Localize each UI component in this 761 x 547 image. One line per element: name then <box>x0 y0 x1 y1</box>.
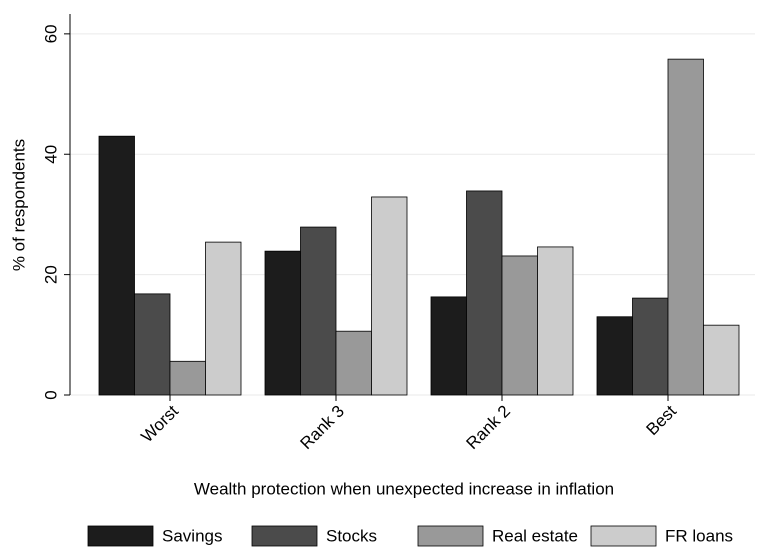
y-tick-label: 60 <box>41 24 60 43</box>
y-tick-label: 40 <box>41 145 60 164</box>
bar <box>134 293 171 396</box>
x-tick-label: Rank 3 <box>296 402 348 454</box>
legend-swatch <box>417 525 484 547</box>
legend-label: Savings <box>162 526 222 545</box>
legend-swatch <box>590 525 657 547</box>
x-tick-label: Best <box>643 401 681 439</box>
legend-label: Real estate <box>492 526 578 545</box>
bar <box>667 58 704 396</box>
y-tick-label: 20 <box>41 265 60 284</box>
bar <box>371 196 408 396</box>
bar <box>596 316 633 396</box>
bar <box>537 246 574 396</box>
bar <box>703 324 740 396</box>
bar <box>430 296 467 396</box>
x-tick-label: Rank 2 <box>462 402 514 454</box>
legend-label: Stocks <box>326 526 377 545</box>
bar <box>466 190 503 396</box>
y-axis-title: % of respondents <box>9 139 28 271</box>
bar <box>335 330 372 396</box>
bar <box>205 241 242 396</box>
x-tick-label: Worst <box>137 401 182 446</box>
bar <box>264 250 301 396</box>
bar <box>300 226 337 396</box>
bar <box>98 135 135 396</box>
bar <box>501 255 538 396</box>
bar <box>632 297 669 396</box>
y-tick-label: 0 <box>41 390 60 399</box>
legend-swatch <box>87 525 154 547</box>
legend-label: FR loans <box>665 526 733 545</box>
x-axis-title: Wealth protection when unexpected increa… <box>194 479 614 498</box>
legend-swatch <box>251 525 318 547</box>
bar <box>169 360 206 396</box>
